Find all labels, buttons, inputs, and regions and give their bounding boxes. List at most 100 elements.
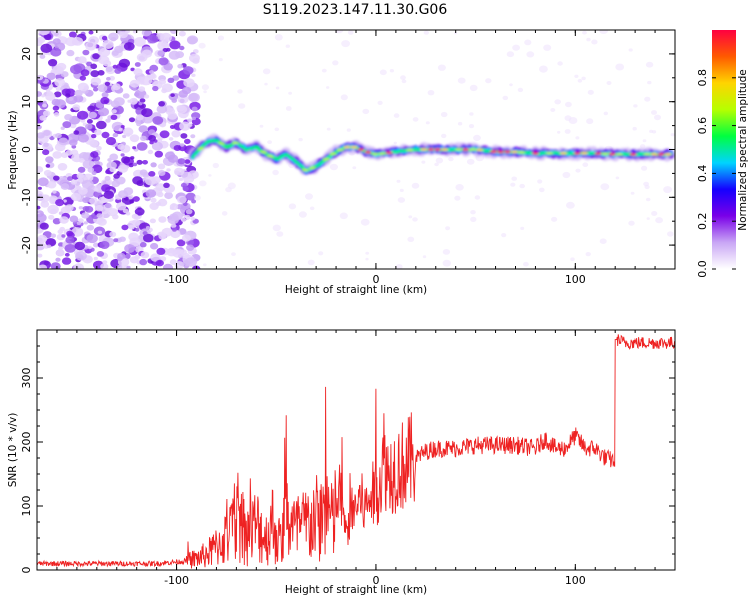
noise-speckle (524, 39, 532, 46)
noise-speckle (274, 127, 280, 132)
noise-speckle (41, 94, 46, 98)
noise-speckle (412, 217, 418, 222)
noise-speckle (606, 81, 612, 85)
y-tick-label: -10 (20, 188, 33, 206)
noise-speckle (400, 75, 406, 80)
noise-speckle (90, 151, 99, 158)
noise-speckle (124, 244, 136, 253)
ridge-hotspot (266, 154, 274, 158)
noise-speckle (646, 217, 650, 220)
noise-speckle (73, 263, 85, 269)
noise-speckle (161, 227, 173, 237)
colorbar: 0.0 0.2 0.4 0.6 0.8 Normalized spectral ampl… (696, 30, 749, 278)
noise-speckle (97, 50, 103, 55)
noise-speckle (267, 140, 272, 145)
noise-speckle (411, 182, 420, 189)
noise-speckle (39, 115, 47, 121)
noise-speckle (93, 242, 100, 248)
noise-speckle (52, 105, 60, 111)
noise-speckle (158, 101, 166, 107)
ridge-hotspot (434, 148, 442, 151)
noise-speckle (539, 187, 545, 193)
noise-speckle (179, 121, 191, 131)
noise-speckle (149, 218, 156, 224)
noise-speckle (51, 98, 61, 106)
y-tick-label: 10 (20, 95, 33, 109)
noise-speckle (187, 118, 193, 123)
noise-speckle (150, 197, 157, 203)
noise-speckle (397, 197, 406, 203)
noise-speckle (523, 261, 529, 267)
noise-speckle (485, 78, 492, 84)
noise-speckle (73, 94, 84, 103)
noise-speckle (379, 69, 387, 76)
noise-speckle (127, 99, 132, 103)
noise-speckle (48, 59, 58, 67)
ridge-hotspot (427, 148, 435, 151)
ridge-hotspot (455, 148, 463, 151)
noise-speckle (156, 247, 166, 255)
noise-speckle (101, 35, 108, 41)
noise-speckle (37, 213, 47, 223)
noise-speckle (104, 175, 111, 181)
noise-speckle (138, 86, 146, 92)
noise-speckle (40, 43, 53, 53)
noise-speckle (506, 51, 515, 58)
noise-speckle (78, 206, 84, 210)
noise-speckle (288, 91, 292, 95)
noise-speckle (82, 206, 90, 212)
noise-speckle (141, 49, 152, 58)
colorbar-label: Normalized spectral amplitude (737, 69, 749, 230)
noise-speckle (122, 93, 130, 99)
noise-speckle (40, 200, 50, 208)
noise-speckle (158, 216, 167, 223)
noise-speckle (221, 211, 228, 216)
noise-speckle (285, 106, 292, 111)
noise-speckle (577, 78, 583, 83)
noise-speckle (341, 40, 350, 48)
ridge-hotspot (629, 152, 637, 156)
noise-speckle (565, 101, 572, 108)
noise-speckle (396, 179, 401, 183)
noise-speckle (37, 166, 44, 173)
noise-speckle (120, 125, 125, 129)
noise-speckle (184, 138, 191, 145)
noise-speckle (70, 64, 82, 75)
noise-speckle (101, 184, 111, 193)
ridge-hotspot (420, 148, 428, 151)
noise-speckle (157, 198, 168, 207)
ridge-hotspot (490, 150, 498, 154)
noise-speckle (87, 167, 95, 173)
noise-speckle (160, 32, 172, 43)
noise-speckle (69, 139, 78, 147)
noise-speckle (78, 158, 85, 163)
noise-speckle (171, 98, 177, 103)
noise-speckle (218, 58, 223, 62)
noise-speckle (180, 143, 185, 147)
noise-speckle (86, 119, 93, 124)
noise-speckle (118, 190, 128, 199)
noise-speckle (131, 213, 139, 220)
noise-speckle (121, 156, 131, 164)
noise-speckle (53, 175, 60, 181)
y-tick-label: 100 (20, 496, 33, 517)
noise-speckle (58, 211, 64, 215)
noise-speckle (54, 78, 66, 87)
noise-speckle (134, 37, 146, 47)
noise-speckle (190, 216, 196, 221)
noise-speckle (407, 236, 415, 242)
noise-speckle (85, 41, 97, 51)
ridge-hotspot (406, 148, 414, 152)
noise-speckle (511, 176, 517, 181)
noise-speckle (89, 197, 98, 205)
noise-speckle (587, 89, 594, 95)
noise-speckle (167, 215, 179, 225)
noise-speckle (96, 251, 105, 257)
noise-speckle (53, 112, 60, 117)
noise-speckle (60, 71, 69, 78)
noise-speckle (632, 126, 637, 131)
noise-speckle (87, 245, 92, 250)
colorbar-tick-label: 0.4 (696, 165, 709, 183)
noise-speckle (119, 31, 128, 39)
noise-speckle (628, 220, 635, 226)
